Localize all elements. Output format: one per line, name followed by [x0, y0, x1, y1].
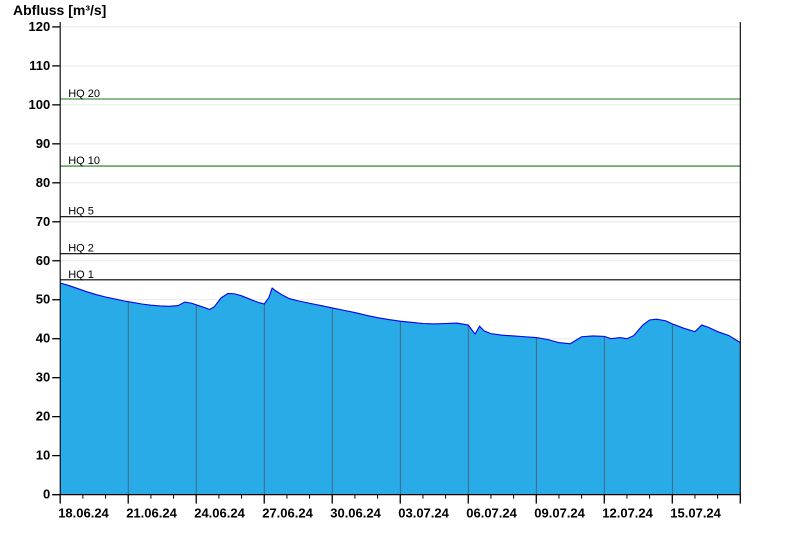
svg-text:15.07.24: 15.07.24	[670, 506, 721, 521]
svg-text:110: 110	[29, 58, 50, 73]
svg-text:70: 70	[36, 214, 50, 229]
svg-text:09.07.24: 09.07.24	[534, 506, 585, 521]
svg-text:0: 0	[43, 487, 50, 502]
svg-text:21.06.24: 21.06.24	[126, 506, 177, 521]
svg-text:06.07.24: 06.07.24	[466, 506, 517, 521]
svg-text:30: 30	[36, 370, 50, 385]
svg-text:20: 20	[36, 409, 50, 424]
svg-text:HQ 1: HQ 1	[68, 269, 94, 281]
svg-text:30.06.24: 30.06.24	[330, 506, 381, 521]
svg-text:18.06.24: 18.06.24	[58, 506, 109, 521]
svg-text:12.07.24: 12.07.24	[602, 506, 653, 521]
svg-text:100: 100	[28, 97, 50, 112]
svg-text:90: 90	[36, 136, 50, 151]
svg-text:27.06.24: 27.06.24	[262, 506, 313, 521]
svg-text:HQ 2: HQ 2	[68, 243, 94, 255]
svg-text:80: 80	[36, 175, 50, 190]
svg-text:03.07.24: 03.07.24	[398, 506, 449, 521]
svg-text:24.06.24: 24.06.24	[194, 506, 245, 521]
svg-text:HQ 10: HQ 10	[68, 155, 100, 167]
svg-text:40: 40	[36, 331, 50, 346]
svg-text:HQ 20: HQ 20	[68, 88, 100, 100]
svg-text:HQ 5: HQ 5	[68, 206, 94, 218]
svg-text:120: 120	[28, 19, 50, 34]
svg-text:60: 60	[36, 253, 50, 268]
svg-text:50: 50	[36, 292, 50, 307]
svg-text:10: 10	[36, 448, 50, 463]
